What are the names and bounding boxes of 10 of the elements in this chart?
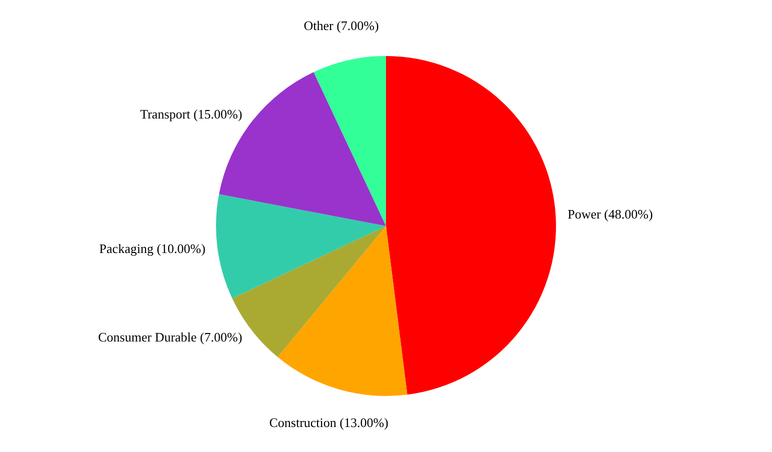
slice-label: Other (7.00%) bbox=[304, 18, 379, 33]
slice-label: Transport (15.00%) bbox=[140, 106, 242, 122]
pie-slice bbox=[216, 194, 386, 298]
pie-slice bbox=[314, 56, 386, 226]
slice-label: Packaging (10.00%) bbox=[99, 240, 206, 256]
slice-label: Construction (13.00%) bbox=[269, 414, 388, 430]
pie-slice bbox=[386, 56, 556, 395]
slice-label: Consumer Durable (7.00%) bbox=[98, 330, 242, 345]
pie-slice bbox=[278, 226, 408, 396]
slice-label: Power (48.00%) bbox=[568, 206, 653, 222]
